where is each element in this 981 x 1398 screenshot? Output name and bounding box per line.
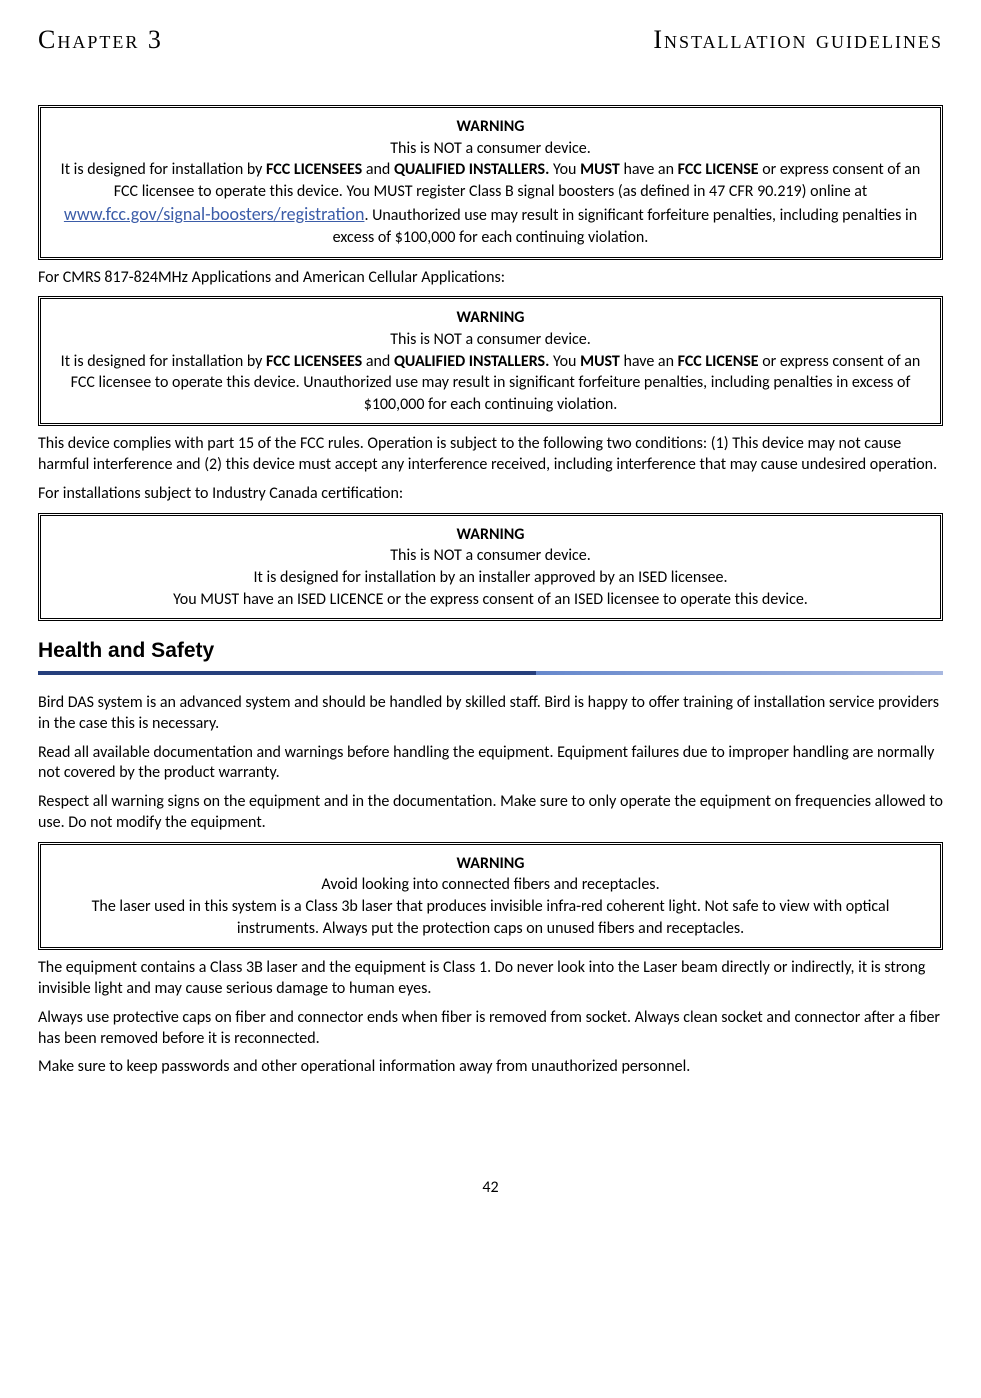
warning-text-bold: MUST [580, 352, 620, 371]
warning-line: This is NOT a consumer device. [55, 329, 926, 351]
warning-text-bold: FCC LICENSE [678, 352, 759, 371]
body-paragraph: Read all available documentation and war… [38, 743, 943, 785]
warning-text: and [362, 160, 394, 179]
body-paragraph: For installations subject to Industry Ca… [38, 484, 943, 505]
section-rule [38, 671, 943, 675]
body-paragraph: For CMRS 817-824MHz Applications and Ame… [38, 268, 943, 289]
body-paragraph: Respect all warning signs on the equipme… [38, 792, 943, 834]
warning-text-bold: MUST [580, 160, 620, 179]
warning-title: WARNING [55, 853, 926, 875]
warning-box-laser: WARNING Avoid looking into connected fib… [38, 842, 943, 950]
warning-box-fcc-registration: WARNING This is NOT a consumer device. I… [38, 105, 943, 260]
warning-line: Avoid looking into connected fibers and … [55, 874, 926, 896]
warning-box-fcc-cmrs: WARNING This is NOT a consumer device. I… [38, 296, 943, 426]
warning-text: and [362, 352, 394, 371]
warning-text: You [549, 160, 580, 179]
warning-text-bold: FCC LICENSEES [266, 160, 362, 179]
chapter-number: Chapter 3 [38, 25, 163, 55]
warning-text: . Unauthorized use may result in signifi… [333, 206, 917, 247]
warning-text: It is designed for installation by [61, 352, 266, 371]
warning-body: It is designed for installation by FCC L… [55, 159, 926, 248]
body-paragraph: Always use protective caps on fiber and … [38, 1008, 943, 1050]
page-header: Chapter 3 Installation guidelines [38, 25, 943, 55]
warning-text-bold: FCC LICENSEES [266, 352, 362, 371]
body-paragraph: The equipment contains a Class 3B laser … [38, 958, 943, 1000]
warning-text-bold: FCC LICENSE [678, 160, 759, 179]
warning-text: You [549, 352, 580, 371]
body-paragraph: Make sure to keep passwords and other op… [38, 1057, 943, 1078]
warning-text: It is designed for installation by [61, 160, 266, 179]
warning-line: This is NOT a consumer device. [55, 138, 926, 160]
warning-title: WARNING [55, 524, 926, 546]
warning-text: have an [620, 160, 678, 179]
warning-text: have an [620, 352, 678, 371]
warning-text-bold: QUALIFIED INSTALLERS. [394, 160, 549, 179]
warning-body: It is designed for installation by FCC L… [55, 351, 926, 416]
warning-text-bold: QUALIFIED INSTALLERS. [394, 352, 549, 371]
warning-title: WARNING [55, 116, 926, 138]
warning-box-ised: WARNING This is NOT a consumer device. I… [38, 513, 943, 621]
section-heading-health-safety: Health and Safety [38, 639, 943, 663]
warning-line: You MUST have an ISED LICENCE or the exp… [55, 589, 926, 611]
page-number: 42 [38, 1178, 943, 1197]
warning-line: This is NOT a consumer device. [55, 545, 926, 567]
chapter-title: Installation guidelines [653, 25, 943, 55]
body-paragraph: Bird DAS system is an advanced system an… [38, 693, 943, 735]
body-paragraph: This device complies with part 15 of the… [38, 434, 943, 476]
warning-line: It is designed for installation by an in… [55, 567, 926, 589]
warning-line: The laser used in this system is a Class… [55, 896, 926, 939]
warning-title: WARNING [55, 307, 926, 329]
fcc-registration-link[interactable]: www.fcc.gov/signal-boosters/registration [64, 203, 365, 225]
page-container: Chapter 3 Installation guidelines WARNIN… [0, 0, 981, 1237]
